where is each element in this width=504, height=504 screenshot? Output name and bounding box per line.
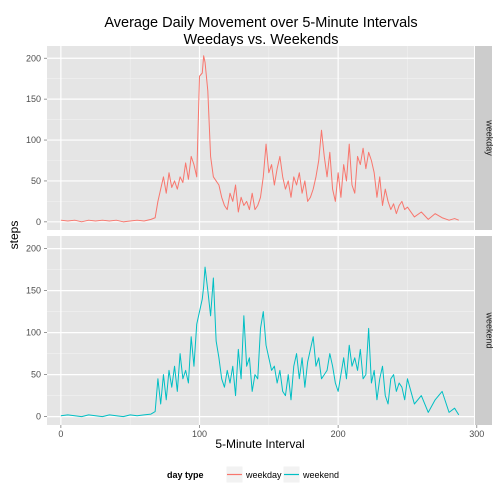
y-tick-label: 100 — [26, 135, 41, 145]
facet-strip — [475, 46, 492, 230]
y-axis-title: steps — [7, 221, 21, 250]
facet-strip — [475, 236, 492, 425]
facet-strip-label: weekday — [485, 119, 495, 156]
panel-weekend: 0 50 100 150 200 weekend — [26, 236, 495, 425]
x-tick-label: 100 — [192, 429, 207, 439]
panel-background — [47, 46, 474, 230]
y-tick-label: 0 — [36, 217, 41, 227]
y-tick-label: 50 — [31, 176, 41, 186]
y-tick-label: 200 — [26, 244, 41, 254]
legend-label-weekend: weekend — [302, 470, 339, 480]
chart-title-line-1: Average Daily Movement over 5-Minute Int… — [104, 15, 417, 31]
series-line-weekday — [60, 55, 459, 223]
y-tick-label: 0 — [36, 412, 41, 422]
facet-strip-label: weekend — [485, 311, 495, 348]
x-tick-label: 200 — [331, 429, 346, 439]
x-tick-label: 0 — [58, 429, 63, 439]
y-tick-label: 150 — [26, 286, 41, 296]
legend-title: day type — [167, 470, 204, 480]
x-axis-title: 5-Minute Interval — [215, 437, 304, 451]
y-tick-label: 150 — [26, 94, 41, 104]
legend: day type weekday weekend — [167, 465, 339, 484]
legend-label-weekday: weekday — [245, 470, 282, 480]
series-line-weekend — [60, 266, 460, 418]
y-tick-label: 200 — [26, 53, 41, 63]
chart-title-line-2: Weedays vs. Weekends — [183, 32, 338, 48]
panel-weekday: 0 50 100 150 200 weekday — [26, 46, 495, 230]
y-tick-label: 50 — [31, 370, 41, 380]
x-tick-label: 300 — [469, 429, 484, 439]
y-tick-label: 100 — [26, 328, 41, 338]
